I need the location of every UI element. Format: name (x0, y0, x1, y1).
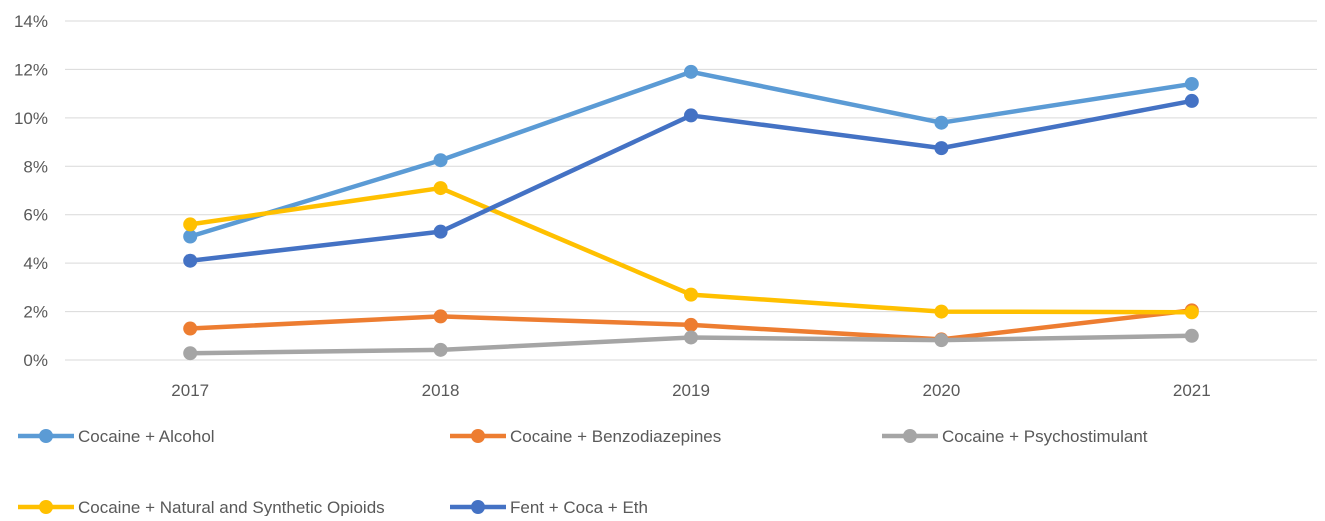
legend-label: Cocaine + Psychostimulant (942, 427, 1148, 446)
legend-label: Cocaine + Benzodiazepines (510, 427, 721, 446)
y-tick-label: 0% (23, 351, 48, 370)
series-line (187, 69, 1195, 239)
legend-item: Cocaine + Benzodiazepines (450, 427, 721, 446)
data-point (433, 224, 448, 239)
y-axis-tick-labels: 0% 2% 4% 6% 8% 10% 12% 14% (14, 12, 48, 370)
series (183, 93, 1199, 268)
data-point (433, 309, 448, 324)
y-tick-label: 8% (23, 157, 48, 176)
x-tick-label: 2021 (1173, 381, 1211, 400)
series-lines (183, 64, 1199, 361)
data-point (934, 304, 949, 319)
legend-item: Fent + Coca + Eth (450, 498, 648, 517)
series (183, 181, 1199, 320)
y-tick-label: 10% (14, 109, 48, 128)
data-point (684, 108, 698, 123)
legend: Cocaine + Alcohol Cocaine + Benzodiazepin… (18, 427, 1148, 517)
data-point (183, 321, 198, 336)
data-point (684, 287, 698, 302)
data-point (934, 333, 949, 348)
data-point (684, 330, 698, 345)
data-point (1184, 328, 1199, 343)
data-point (684, 64, 698, 79)
y-tick-label: 14% (14, 12, 48, 31)
x-tick-label: 2017 (171, 381, 209, 400)
y-tick-label: 2% (23, 303, 48, 322)
series-line (187, 98, 1195, 263)
data-point (934, 141, 949, 156)
y-tick-label: 12% (14, 60, 48, 79)
x-tick-label: 2018 (422, 381, 460, 400)
data-point (433, 153, 448, 168)
data-point (433, 342, 448, 357)
legend-marker-swatch (471, 429, 485, 443)
x-tick-label: 2020 (922, 381, 960, 400)
x-axis-tick-labels: 2017 2018 2019 2020 2021 (171, 381, 1210, 400)
legend-item: Cocaine + Natural and Synthetic Opioids (18, 498, 385, 517)
y-tick-label: 4% (23, 254, 48, 273)
legend-marker-swatch (471, 500, 485, 514)
legend-item: Cocaine + Alcohol (18, 427, 215, 446)
legend-item: Cocaine + Psychostimulant (882, 427, 1148, 446)
data-point (934, 115, 949, 130)
legend-label: Fent + Coca + Eth (510, 498, 648, 516)
legend-label: Cocaine + Alcohol (78, 427, 215, 446)
data-point (183, 253, 198, 268)
data-point (684, 317, 698, 332)
series (183, 328, 1199, 361)
legend-marker-swatch (39, 500, 53, 514)
data-point (1184, 76, 1199, 91)
data-point (1184, 305, 1199, 320)
legend-marker-swatch (903, 429, 917, 443)
data-point (1184, 93, 1199, 108)
data-point (183, 346, 198, 361)
legend-marker-swatch (39, 429, 53, 443)
data-point (433, 181, 448, 196)
y-tick-label: 6% (23, 206, 48, 225)
legend-label: Cocaine + Natural and Synthetic Opioids (78, 498, 385, 516)
series (183, 303, 1199, 347)
data-point (183, 229, 198, 244)
data-point (183, 217, 198, 232)
x-tick-label: 2019 (672, 381, 710, 400)
series (183, 64, 1199, 244)
